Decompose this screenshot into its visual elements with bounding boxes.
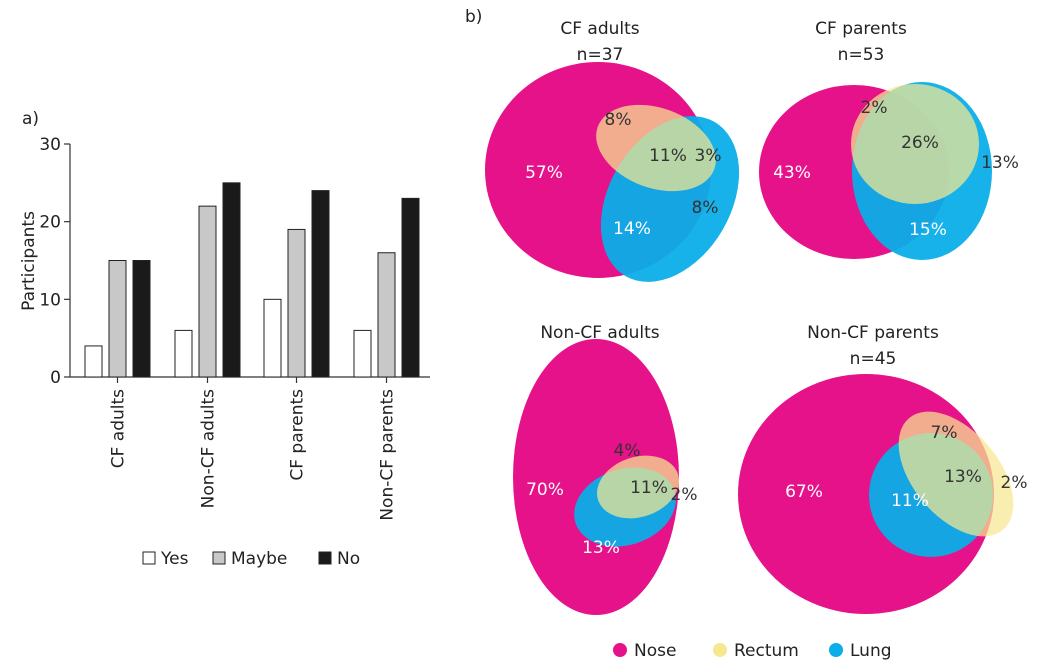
venn-percent-label: 11% — [649, 146, 687, 166]
venn-percent-label: 26% — [901, 133, 939, 153]
legend-dot-rectum — [713, 643, 727, 657]
venn-percent-label: 11% — [630, 478, 668, 498]
venn-percent-label: 67% — [785, 482, 823, 502]
bar-no-2 — [222, 182, 241, 378]
venn-rectum-region — [596, 104, 716, 192]
venn-percent-label: 7% — [931, 423, 958, 443]
venn-title: CF parents — [815, 19, 907, 39]
legend-swatch-no — [318, 551, 332, 565]
x-tick-label: CF adults — [109, 389, 129, 468]
x-tick-label: Non-CF adults — [199, 389, 219, 508]
venn-diagram-4: Non-CF parents n=45 67% 7% 13% 2% 11% — [738, 323, 1028, 614]
venn-diagram-1: CF adults n=37 57% 8% 11% 3% 14% 8% — [485, 19, 740, 282]
bar-no-3 — [311, 190, 330, 378]
bar-yes-4 — [353, 329, 372, 378]
venn-nose-region — [513, 339, 679, 615]
venn-title: CF adults — [560, 19, 639, 39]
y-tick-label: 20 — [39, 213, 61, 233]
venn-title: Non-CF adults — [540, 323, 659, 343]
bar-chart-panel: a) 0 10 20 30 Participants CF adults Non-CF adu… — [19, 109, 430, 569]
y-tick-label: 30 — [39, 135, 61, 155]
venn-percent-label: 11% — [891, 491, 929, 511]
legend-swatch-yes — [142, 551, 156, 565]
legend-label-nose: Nose — [634, 641, 676, 661]
venn-percent-label: 2% — [1001, 473, 1028, 493]
venn-title: Non-CF parents — [807, 323, 939, 343]
venn-sample-size: n=53 — [838, 45, 885, 65]
legend-swatch-maybe — [212, 551, 226, 565]
venn-percent-label: 2% — [861, 98, 888, 118]
bar-no-4 — [401, 197, 420, 378]
panel-label-a: a) — [22, 109, 39, 129]
bar-maybe-2 — [198, 205, 217, 378]
venn-percent-label: 70% — [526, 480, 564, 500]
venn-diagram-2: CF parents n=53 43% 2% 26% 13% 15% — [759, 19, 1019, 260]
venn-percent-label: 57% — [525, 163, 563, 183]
venn-rectum-region — [851, 84, 979, 204]
y-tick-label: 10 — [39, 290, 61, 310]
venn-percent-label: 3% — [695, 146, 722, 166]
panel-label-b: b) — [465, 7, 482, 27]
venn-percent-label: 2% — [671, 485, 698, 505]
bar-maybe-1 — [108, 260, 127, 378]
x-tick-label: CF parents — [288, 389, 308, 481]
legend-label-yes: Yes — [160, 549, 189, 569]
bar-yes-3 — [263, 298, 282, 378]
x-tick-label: Non-CF parents — [378, 389, 398, 521]
bar-yes-2 — [174, 329, 193, 378]
venn-percent-label: 13% — [981, 153, 1019, 173]
y-tick-label: 0 — [50, 368, 61, 388]
y-axis-label: Participants — [19, 211, 39, 311]
venn-panel: b) CF adults n=37 57% 8% 11% 3% 14% 8% CF parents… — [465, 7, 1028, 661]
venn-percent-label: 8% — [692, 198, 719, 218]
venn-rectum-region — [898, 411, 1014, 537]
venn-percent-label: 15% — [909, 220, 947, 240]
venn-percent-label: 13% — [582, 538, 620, 558]
venn-percent-label: 13% — [944, 467, 982, 487]
venn-sample-size: n=45 — [850, 349, 897, 369]
legend-dot-lung — [829, 643, 843, 657]
legend-label-rectum: Rectum — [734, 641, 799, 661]
bar-yes-1 — [84, 345, 103, 378]
venn-percent-label: 43% — [773, 163, 811, 183]
legend-label-no: No — [337, 549, 360, 569]
venn-rectum-region — [596, 455, 680, 519]
venn-percent-label: 14% — [613, 219, 651, 239]
venn-percent-label: 4% — [614, 441, 641, 461]
legend-label-lung: Lung — [850, 641, 892, 661]
legend-label-maybe: Maybe — [231, 549, 287, 569]
bar-maybe-4 — [377, 252, 396, 378]
bar-no-1 — [132, 260, 151, 378]
venn-sample-size: n=37 — [577, 45, 624, 65]
bar-maybe-3 — [287, 228, 306, 378]
venn-percent-label: 8% — [605, 110, 632, 130]
legend-dot-nose — [613, 643, 627, 657]
